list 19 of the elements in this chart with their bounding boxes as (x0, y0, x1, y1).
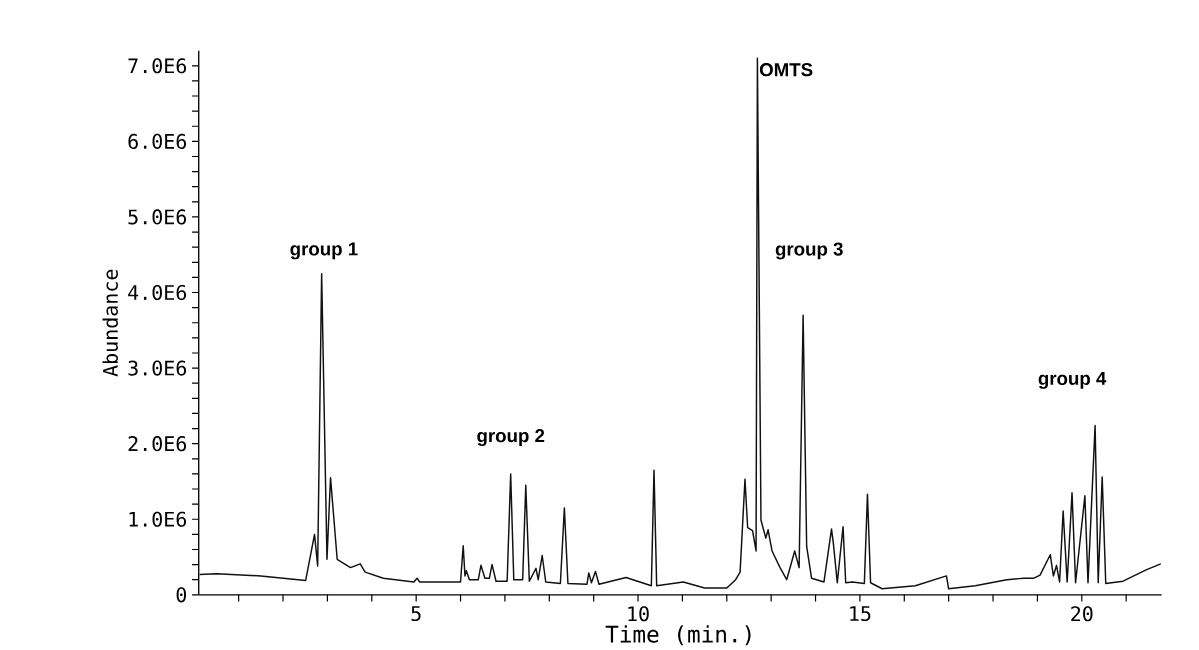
y-tick-label: 6.0E6 (128, 134, 187, 150)
y-tick-label: 5.0E6 (128, 209, 187, 225)
x-tick-label: 10 (628, 606, 649, 622)
annotation: group 1 (290, 242, 358, 260)
x-tick-label: 5 (411, 606, 421, 622)
y-axis-title: Abundance (102, 269, 118, 377)
y-tick-label: 0 (176, 587, 187, 603)
y-tick-label: 3.0E6 (128, 360, 187, 376)
annotation: group 2 (477, 429, 545, 447)
y-tick-label: 7.0E6 (128, 58, 187, 74)
annotation: group 4 (1038, 372, 1107, 390)
y-tick-label: 4.0E6 (128, 285, 187, 301)
y-tick-label: 2.0E6 (128, 436, 187, 452)
y-tick-label: 1.0E6 (129, 511, 187, 528)
x-tick-label: 15 (850, 606, 871, 622)
annotation: group 3 (775, 242, 843, 260)
annotation: OMTS (759, 63, 813, 77)
x-tick-label: 20 (1071, 606, 1093, 622)
x-axis-title: Time (min.) (605, 625, 751, 646)
